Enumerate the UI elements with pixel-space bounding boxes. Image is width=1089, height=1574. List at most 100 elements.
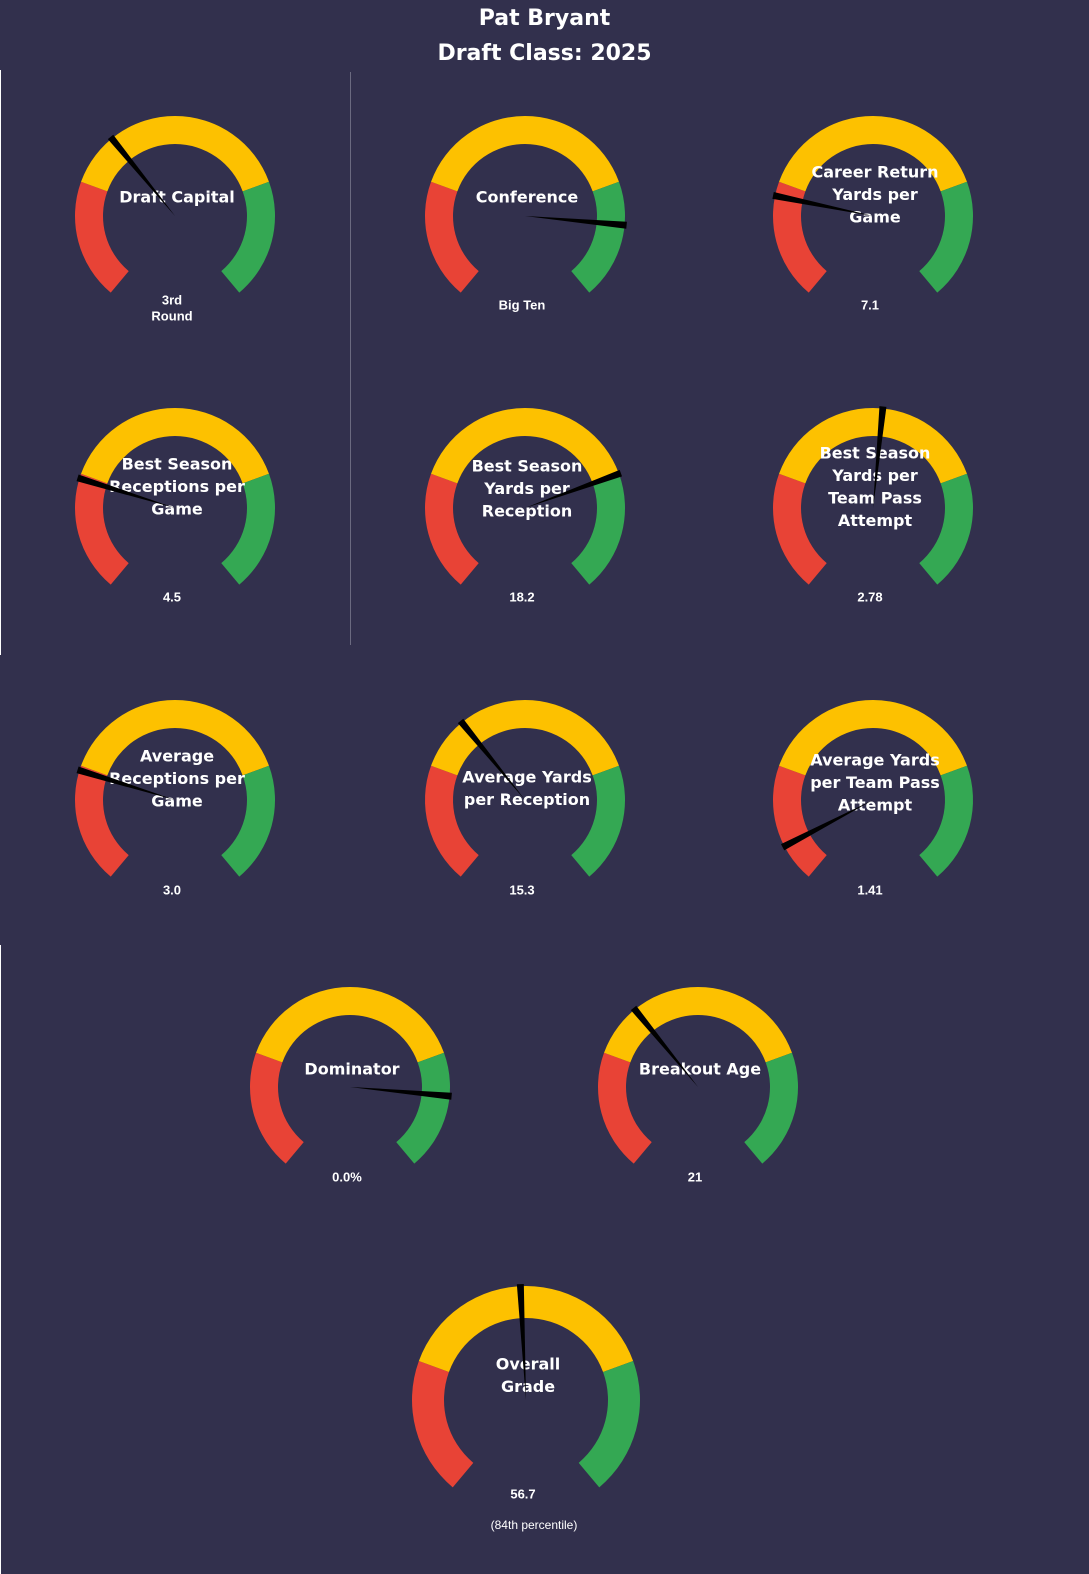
gauge-yellow-band [779,700,967,776]
player-name: Pat Bryant [478,6,611,31]
gauge-value: Big Ten [499,297,546,312]
gauge-green-band [571,473,625,585]
gauge-label: Average Yards [462,768,591,787]
gauge-yellow-band [418,1286,634,1372]
gauge-yellow-band [779,116,967,192]
gauge-value: 2.78 [857,589,882,604]
gauge-green-band [919,181,973,293]
gauge-label: Average Yards [810,751,939,770]
gauge-needle [525,469,623,508]
gauge-yellow-band [81,407,269,484]
gauge-value: 18.2 [509,589,534,604]
gauge-yellow-band [604,987,792,1063]
left-edge-line [0,70,1,655]
section-divider [350,72,351,645]
gauge-green-band [221,181,275,293]
gauge-red-band [773,473,827,585]
gauge-label: Average [140,747,214,766]
gauge-red-band [424,181,479,293]
gauge-label: Yards per [483,479,570,498]
gauge-green-band [578,1361,640,1488]
gauge-label: Receptions per [109,477,245,496]
gauge-2: Conference Big Ten [424,116,627,312]
gauge-green-band [744,1052,798,1164]
gauge-red-band [75,765,129,877]
gauge-red-band [74,473,129,585]
gauge-label: Overall [496,1355,561,1374]
gauge-label: Best Season [820,444,931,463]
gauge-12: Overall Grade 56.7 (84th percentile) [412,1283,640,1532]
gauge-value: 3rd [162,292,182,307]
gauge-label: Yards per [831,466,918,485]
gauge-yellow-band [81,115,269,192]
gauge-red-band [598,1052,652,1164]
gauge-needle [457,718,525,800]
gauge-green-band [571,181,625,293]
gauge-label: Career Return [811,163,938,182]
gauge-value: 15.3 [509,882,534,897]
gauge-label: per Reception [464,790,590,809]
gauge-label: Game [849,208,901,227]
gauge-red-band [424,473,479,585]
gauge-red-band [249,1052,304,1164]
gauge-label: Draft Capital [119,188,235,207]
gauge-6: Best Season Yards per Team Pass Attempt 2.78 [773,406,973,604]
gauge-red-band [412,1361,474,1488]
gauge-label: Best Season [472,457,583,476]
gauge-value: Round [151,308,192,323]
gauge-needle [772,192,873,216]
gauge-value: 21 [688,1169,702,1184]
gauge-label: Yards per [831,185,918,204]
gauge-11: Breakout Age 21 [598,987,798,1184]
gauge-needle [630,1005,698,1087]
gauge-needle [780,800,873,851]
gauge-label: Grade [501,1377,555,1396]
gauge-needle [76,766,175,800]
gauge-label: Breakout Age [639,1060,761,1079]
gauge-yellow-band [81,699,269,776]
gauge-label: Game [151,792,203,811]
gauge-10: Dominator 0.0% [249,987,452,1184]
gauge-label: Reception [482,502,572,521]
gauge-7: Average Receptions per Game 3.0 [75,699,275,897]
gauge-8: Average Yards per Reception 15.3 [425,700,625,897]
gauge-needle [350,1087,452,1100]
gauge-red-band [425,765,479,877]
gauge-value: 1.41 [857,882,882,897]
gauge-label: Attempt [838,796,913,815]
gauge-yellow-band [431,700,619,776]
gauge-needle [76,474,175,508]
draft-class: Draft Class: 2025 [437,41,652,66]
gauge-green-band [571,765,625,877]
gauge-5: Best Season Yards per Reception 18.2 [424,408,625,604]
gauge-yellow-band [431,116,619,192]
gauge-yellow-band [779,408,967,484]
gauge-green-band [221,765,275,877]
gauge-green-band [396,1052,450,1164]
gauge-label: Dominator [304,1060,399,1079]
gauge-needle [873,406,887,508]
gauge-label: Attempt [838,511,913,530]
gauge-value: 56.7 [510,1486,535,1501]
gauge-label: per Team Pass [810,773,940,792]
gauge-value: 7.1 [861,297,879,312]
gauge-4: Best Season Receptions per Game 4.5 [74,407,276,604]
gauge-9: Average Yards per Team Pass Attempt 1.41 [773,700,973,897]
gauge-red-band [773,181,827,293]
gauge-3: Career Return Yards per Game 7.1 [772,116,973,312]
gauge-yellow-band [431,408,619,484]
gauge-percentile: (84th percentile) [491,1518,578,1532]
gauge-label: Receptions per [109,769,245,788]
gauge-value: 3.0 [163,882,181,897]
gauge-value: 0.0% [332,1169,362,1184]
gauge-green-band [221,473,276,585]
gauge-green-band [919,473,973,585]
gauge-label: Team Pass [828,489,922,508]
gauge-value: 4.5 [163,589,181,604]
gauge-yellow-band [256,987,444,1063]
gauge-needle [516,1283,526,1400]
gauge-needle [525,216,627,229]
gauge-label: Game [151,500,203,519]
